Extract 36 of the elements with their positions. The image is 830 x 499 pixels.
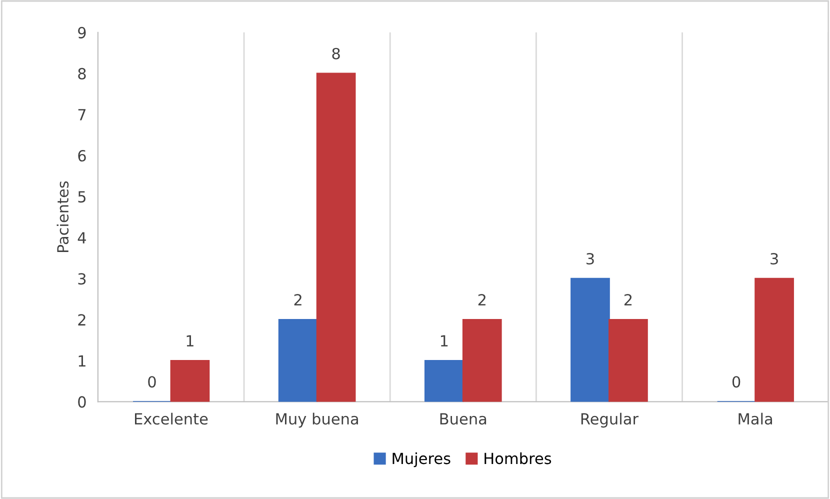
bar	[316, 72, 356, 402]
y-tick-label: 7	[78, 109, 86, 120]
data-label: 3	[770, 252, 778, 265]
x-tick-label: Muy buena	[276, 412, 358, 428]
y-tick-label: 3	[78, 273, 86, 285]
bar	[424, 360, 464, 402]
data-label: 3	[586, 252, 594, 265]
data-label: 0	[732, 376, 740, 388]
y-tick-label: 2	[78, 314, 86, 326]
data-label: 8	[332, 48, 340, 60]
data-label: 2	[624, 294, 632, 306]
bar	[570, 278, 610, 402]
x-tick-label: Regular	[581, 412, 639, 428]
x-tick-label: Excelente	[135, 412, 208, 425]
x-tick-label: Mala	[738, 412, 772, 425]
y-tick-label: 4	[78, 232, 86, 244]
y-tick-label: 1	[78, 355, 86, 366]
y-tick-label: 9	[78, 26, 86, 38]
data-label: 2	[478, 294, 486, 306]
bar	[462, 318, 502, 402]
data-label: 1	[440, 335, 448, 346]
data-label: 0	[148, 376, 156, 388]
legend-label: Hombres	[484, 452, 552, 464]
bar	[608, 318, 648, 402]
y-tick-label: 5	[78, 191, 86, 203]
x-tick-label: Buena	[440, 413, 486, 425]
y-tick-label: 6	[78, 150, 86, 162]
data-label: 1	[186, 335, 194, 346]
bar	[754, 278, 794, 402]
legend-label: Mujeres	[392, 452, 450, 468]
y-axis-title: Pacientes	[56, 181, 69, 252]
y-tick-label: 0	[78, 396, 86, 408]
bar	[278, 318, 318, 402]
y-tick-label: 8	[78, 68, 86, 80]
bar	[170, 360, 210, 402]
data-label: 2	[294, 294, 302, 306]
